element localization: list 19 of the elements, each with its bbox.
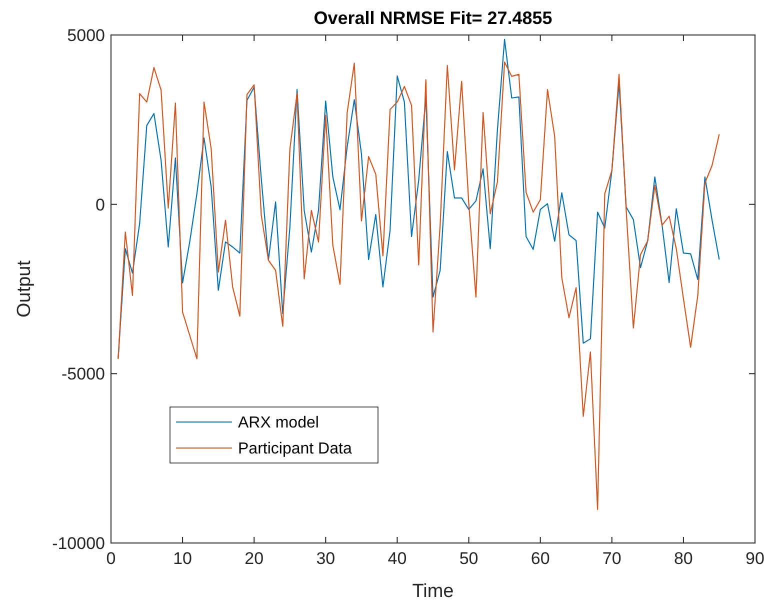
legend-label: Participant Data	[238, 440, 352, 458]
y-tick-label: -10000	[52, 534, 105, 553]
x-tick-label: 20	[244, 549, 264, 568]
legend-label: ARX model	[238, 414, 319, 432]
x-tick-label: 10	[173, 549, 192, 568]
x-tick-label: 30	[316, 549, 336, 568]
x-tick-label: 40	[388, 549, 407, 568]
y-tick-label: 0	[96, 195, 105, 214]
y-tick-label: 5000	[67, 26, 105, 45]
y-tick-label: -5000	[62, 364, 105, 384]
line-series	[118, 62, 720, 510]
x-tick-label: 50	[459, 549, 478, 568]
chart-title: Overall NRMSE Fit= 27.4855	[314, 8, 552, 28]
x-tick-label: 90	[746, 549, 764, 568]
x-tick-label: 70	[602, 549, 622, 568]
x-axis-title: Time	[412, 581, 454, 602]
x-tick-label: 80	[674, 549, 693, 568]
y-axis-title: Output	[14, 260, 35, 318]
x-tick-label: 60	[530, 549, 550, 568]
